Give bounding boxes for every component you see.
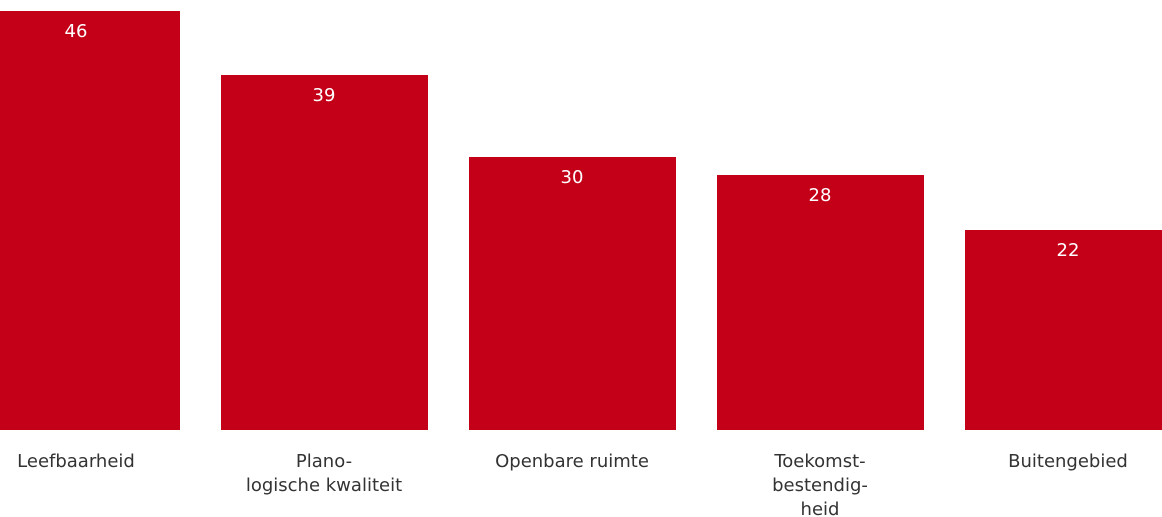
- value-label: 22: [1056, 239, 1080, 261]
- bar: [716, 174, 924, 430]
- x-tick-label: Toekomst- bestendig- heid: [772, 451, 868, 517]
- x-tick-label: Buitengebied: [1008, 451, 1128, 472]
- value-label: 30: [560, 166, 584, 188]
- x-tick-label: Plano- logische kwaliteit: [245, 451, 403, 496]
- bar: [220, 74, 428, 430]
- bar: [964, 229, 1162, 430]
- value-label: 46: [64, 21, 88, 42]
- bar: [468, 156, 676, 430]
- value-label: 39: [312, 84, 336, 106]
- x-tick-label: Leefbaarheid: [17, 451, 135, 472]
- bar: [0, 11, 180, 430]
- value-label: 28: [808, 184, 832, 206]
- x-tick-label: Openbare ruimte: [495, 451, 649, 472]
